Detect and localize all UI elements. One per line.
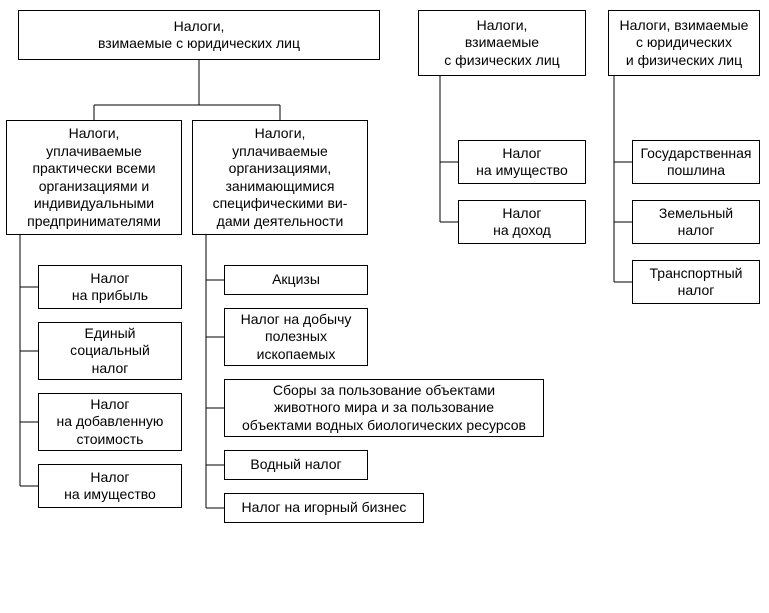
node-n_excise: Акцизы: [224, 265, 368, 295]
node-n_land: Земельныйналог: [632, 200, 760, 244]
node-n_gamble: Налог на игорный бизнес: [224, 493, 424, 523]
node-n_prop2: Налогна имущество: [458, 140, 586, 184]
node-n_social: Единыйсоциальныйналог: [38, 322, 182, 380]
node-n_trans: Транспортныйналог: [632, 260, 760, 304]
node-n_income: Налогна доход: [458, 200, 586, 244]
node-sub1a: Налоги,уплачиваемыепрактически всемиорга…: [6, 120, 182, 235]
node-n_bio: Сборы за пользование объектамиживотного …: [224, 379, 544, 437]
node-n_duty: Государственнаяпошлина: [632, 140, 760, 184]
node-n_vat: Налогна добавленнуюстоимость: [38, 393, 182, 451]
node-n_prop1: Налогна имущество: [38, 464, 182, 508]
node-root2: Налоги,взимаемыес физических лиц: [418, 10, 586, 76]
node-sub1b: Налоги,уплачиваемыеорганизациями,занимаю…: [192, 120, 368, 235]
node-n_mining: Налог на добычуполезныхископаемых: [224, 308, 368, 366]
node-root3: Налоги, взимаемыес юридическихи физическ…: [608, 10, 760, 76]
node-root1: Налоги,взимаемые с юридических лиц: [18, 10, 380, 60]
node-n_water: Водный налог: [224, 450, 368, 480]
node-n_profit: Налогна прибыль: [38, 265, 182, 309]
